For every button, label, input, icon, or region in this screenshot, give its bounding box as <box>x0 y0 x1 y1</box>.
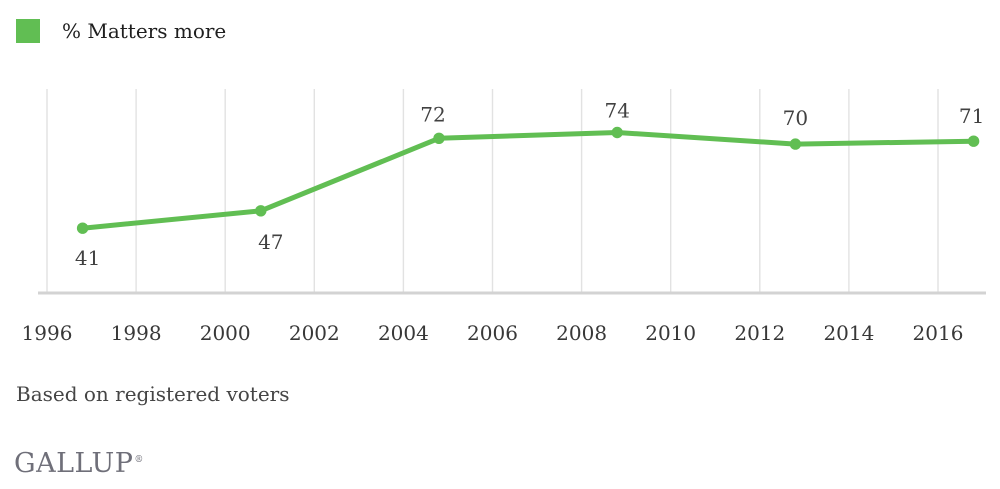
legend-label-matters-more: % Matters more <box>62 19 227 43</box>
data-point <box>967 135 980 147</box>
registered-trademark-icon: ® <box>134 455 144 465</box>
line-chart: 41 47 72 74 70 71 1996 1998 2000 2002 2004 2006 200… <box>22 89 986 345</box>
data-point-label: 47 <box>258 230 283 254</box>
data-value-labels: 41 47 72 74 70 71 <box>75 99 984 271</box>
trend-line <box>80 130 977 231</box>
data-point <box>76 222 89 234</box>
x-tick-label: 2002 <box>289 321 340 345</box>
data-point-label: 71 <box>959 104 984 128</box>
x-tick-label: 2008 <box>556 321 607 345</box>
x-axis-tick-labels: 1996 1998 2000 2002 2004 2006 2008 2010 2012 2014… <box>22 321 964 345</box>
x-tick-label: 2012 <box>734 321 785 345</box>
data-point-label: 70 <box>783 106 808 130</box>
chart-legend: % Matters more <box>16 19 226 43</box>
chart-footnote: Based on registered voters <box>16 382 290 406</box>
x-tick-label: 2000 <box>200 321 251 345</box>
data-point-label: 41 <box>75 246 100 270</box>
trend-line-series <box>76 126 980 234</box>
x-tick-label: 2014 <box>823 321 874 345</box>
legend-swatch-matters-more <box>16 19 40 43</box>
gridlines <box>46 89 939 292</box>
data-point <box>255 205 267 217</box>
x-tick-label: 2004 <box>378 321 429 345</box>
data-point <box>611 126 623 139</box>
x-tick-label: 2010 <box>645 321 696 345</box>
x-tick-label: 2016 <box>913 321 964 345</box>
data-point <box>789 138 802 150</box>
data-point-label: 72 <box>420 102 445 126</box>
x-tick-label: 2006 <box>467 321 518 345</box>
gallup-logo: GALLUP® <box>14 448 144 479</box>
data-point-label: 74 <box>604 99 629 123</box>
x-tick-label: 1998 <box>111 321 162 345</box>
x-tick-label: 1996 <box>22 321 73 345</box>
data-point <box>433 132 445 144</box>
gallup-wordmark: GALLUP <box>14 448 134 479</box>
